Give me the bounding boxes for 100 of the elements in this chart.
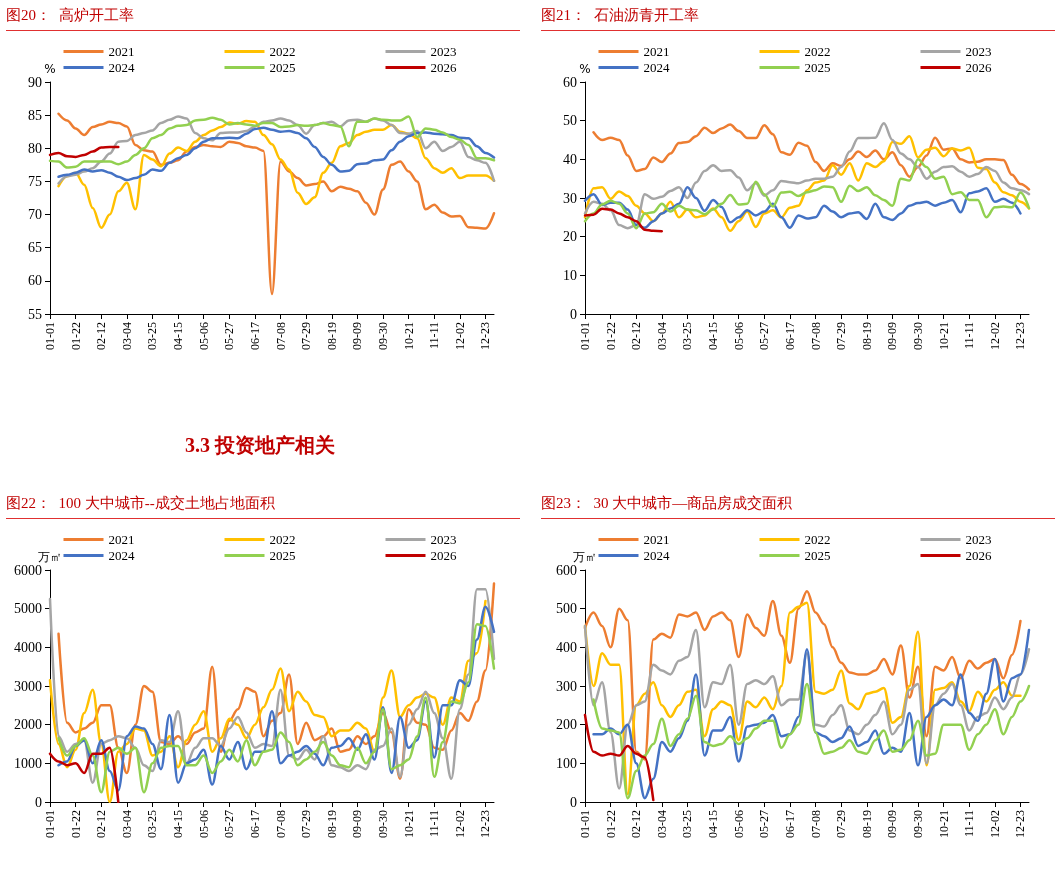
y-tick-label: 60 bbox=[563, 74, 577, 90]
line-series bbox=[583, 158, 1031, 230]
x-tick-label: 10-21 bbox=[936, 322, 951, 350]
y-tick-label: 200 bbox=[556, 717, 577, 733]
x-tick-label: 10-21 bbox=[401, 322, 416, 350]
x-tick-label: 01-01 bbox=[578, 322, 592, 350]
x-tick-label: 07-08 bbox=[808, 810, 823, 838]
x-tick-label: 05-27 bbox=[222, 810, 237, 838]
legend-label: 2024 bbox=[643, 548, 670, 563]
y-tick-label: 6000 bbox=[14, 562, 42, 578]
x-tick-label: 09-30 bbox=[376, 322, 390, 350]
x-tick-label: 02-12 bbox=[94, 810, 109, 838]
legend-label: 2026 bbox=[430, 548, 457, 563]
y-tick-label: 90 bbox=[28, 74, 42, 90]
x-tick-label: 12-23 bbox=[1013, 322, 1028, 350]
chart-title: 图22： 100 大中城市--成交土地占地面积 bbox=[6, 492, 520, 519]
line-series bbox=[583, 713, 655, 802]
legend-label: 2022 bbox=[804, 532, 831, 547]
x-tick-label: 12-23 bbox=[478, 322, 493, 350]
line-series bbox=[592, 123, 1031, 191]
x-tick-label: 01-22 bbox=[68, 810, 83, 838]
y-tick-label: 600 bbox=[556, 562, 577, 578]
x-tick-label: 11-11 bbox=[427, 810, 442, 838]
line-series bbox=[57, 112, 496, 296]
legend-label: 2021 bbox=[108, 44, 135, 59]
x-tick-label: 02-12 bbox=[629, 810, 644, 838]
x-tick-label: 03-04 bbox=[119, 322, 134, 350]
x-tick-label: 09-09 bbox=[350, 810, 365, 838]
line-series bbox=[583, 207, 664, 233]
y-tick-label: 60 bbox=[28, 273, 42, 289]
x-tick-label: 05-06 bbox=[731, 810, 746, 838]
x-tick-label: 08-19 bbox=[859, 322, 874, 350]
x-tick-label: 07-08 bbox=[273, 322, 288, 350]
x-tick-label: 11-11 bbox=[962, 322, 977, 350]
y-tick-label: 80 bbox=[28, 140, 42, 156]
x-tick-label: 07-08 bbox=[273, 810, 288, 838]
x-tick-label: 10-21 bbox=[936, 810, 951, 838]
line-series bbox=[48, 746, 120, 804]
x-tick-label: 06-17 bbox=[782, 810, 797, 838]
line-series bbox=[583, 185, 1022, 230]
x-tick-label: 08-19 bbox=[324, 322, 339, 350]
legend-label: 2023 bbox=[430, 532, 457, 547]
y-tick-label: 3000 bbox=[14, 678, 42, 694]
legend-label: 2026 bbox=[965, 548, 992, 563]
chart-title: 图21： 石油沥青开工率 bbox=[541, 4, 1055, 31]
y-tick-label: 55 bbox=[28, 306, 42, 322]
x-tick-label: 01-01 bbox=[43, 810, 57, 838]
x-tick-label: 03-04 bbox=[119, 810, 134, 838]
x-tick-label: 11-11 bbox=[962, 810, 977, 838]
legend-label: 2024 bbox=[108, 548, 135, 563]
x-tick-label: 09-30 bbox=[911, 322, 925, 350]
y-tick-label: 300 bbox=[556, 678, 577, 694]
x-tick-label: 12-02 bbox=[987, 810, 1002, 838]
x-tick-label: 05-27 bbox=[757, 810, 772, 838]
x-tick-label: 12-02 bbox=[452, 810, 467, 838]
x-tick-label: 03-25 bbox=[145, 810, 160, 838]
x-tick-label: 11-11 bbox=[427, 322, 442, 350]
legend-label: 2024 bbox=[643, 60, 670, 75]
x-tick-label: 01-01 bbox=[578, 810, 592, 838]
x-tick-label: 04-15 bbox=[706, 810, 721, 838]
x-tick-label: 04-15 bbox=[171, 810, 186, 838]
x-tick-label: 09-30 bbox=[376, 810, 390, 838]
y-tick-label: 65 bbox=[28, 240, 42, 256]
x-tick-label: 05-27 bbox=[757, 322, 772, 350]
legend-label: 2025 bbox=[269, 60, 296, 75]
legend-label: 2021 bbox=[643, 44, 670, 59]
x-tick-label: 07-29 bbox=[834, 810, 849, 838]
x-tick-label: 04-15 bbox=[706, 322, 721, 350]
y-tick-label: 0 bbox=[570, 794, 577, 810]
x-tick-label: 03-25 bbox=[145, 322, 160, 350]
x-tick-label: 07-29 bbox=[834, 322, 849, 350]
x-tick-label: 01-01 bbox=[43, 322, 57, 350]
x-tick-label: 09-30 bbox=[911, 810, 925, 838]
legend-label: 2023 bbox=[965, 44, 992, 59]
chart-title: 图23： 30 大中城市—商品房成交面积 bbox=[541, 492, 1055, 519]
y-tick-label: 5000 bbox=[14, 601, 42, 617]
y-tick-label: 400 bbox=[556, 639, 577, 655]
line-series bbox=[57, 126, 496, 182]
legend-label: 2026 bbox=[430, 60, 457, 75]
x-tick-label: 01-22 bbox=[603, 322, 618, 350]
x-tick-label: 12-02 bbox=[987, 322, 1002, 350]
x-tick-label: 02-12 bbox=[629, 322, 644, 350]
x-tick-label: 03-25 bbox=[680, 810, 695, 838]
x-tick-label: 12-02 bbox=[452, 322, 467, 350]
x-tick-label: 06-17 bbox=[247, 810, 262, 838]
y-tick-label: 10 bbox=[563, 267, 577, 283]
y-tick-label: 40 bbox=[563, 151, 577, 167]
x-tick-label: 02-12 bbox=[94, 322, 109, 350]
x-tick-label: 03-04 bbox=[654, 322, 669, 350]
x-tick-label: 10-21 bbox=[401, 810, 416, 838]
chart-subtitle: 3.3 投资地产相关 bbox=[184, 433, 336, 458]
x-tick-label: 05-06 bbox=[196, 810, 211, 838]
legend-label: 2025 bbox=[804, 60, 831, 75]
x-tick-label: 06-17 bbox=[247, 322, 262, 350]
y-tick-label: 1000 bbox=[14, 755, 42, 771]
y-axis-title: 万㎡ bbox=[573, 550, 597, 565]
y-tick-label: 100 bbox=[556, 755, 577, 771]
legend-label: 2026 bbox=[965, 60, 992, 75]
legend-label: 2022 bbox=[269, 44, 296, 59]
x-tick-label: 06-17 bbox=[782, 322, 797, 350]
